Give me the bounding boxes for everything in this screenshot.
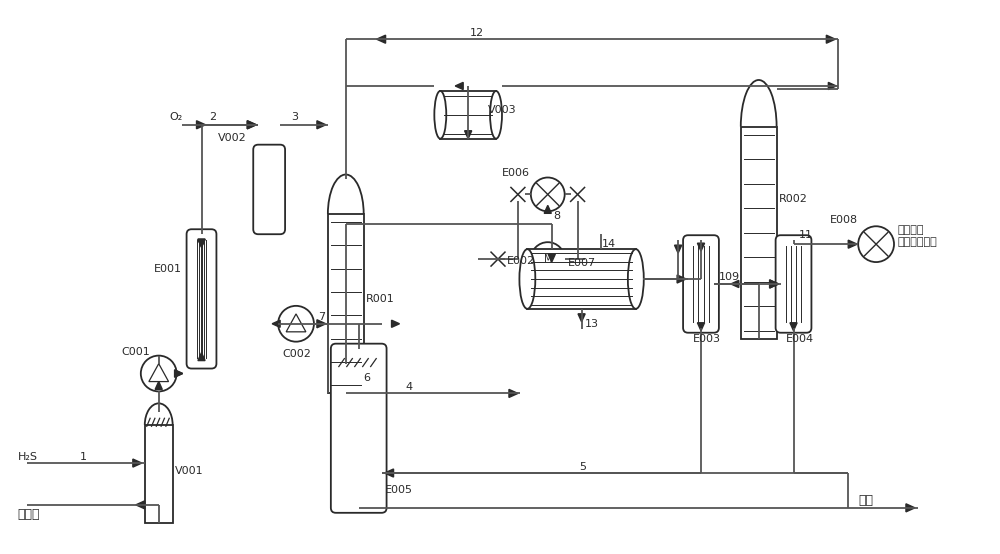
Text: E007: E007	[568, 258, 596, 268]
Text: R002: R002	[779, 194, 807, 204]
Text: 10: 10	[719, 272, 733, 282]
Ellipse shape	[519, 249, 535, 309]
Polygon shape	[697, 323, 705, 331]
Polygon shape	[675, 245, 682, 253]
Polygon shape	[175, 370, 183, 377]
Text: 3: 3	[291, 112, 298, 122]
Text: E002: E002	[507, 256, 535, 266]
Polygon shape	[455, 83, 463, 90]
Text: 7: 7	[318, 312, 325, 322]
FancyBboxPatch shape	[253, 145, 285, 234]
Polygon shape	[198, 239, 205, 247]
Polygon shape	[385, 469, 394, 477]
Ellipse shape	[628, 249, 644, 309]
Polygon shape	[377, 35, 386, 43]
Polygon shape	[272, 320, 280, 327]
Text: 5: 5	[580, 462, 587, 472]
Polygon shape	[136, 501, 145, 509]
Polygon shape	[578, 314, 585, 322]
Polygon shape	[198, 352, 205, 361]
Text: H₂S: H₂S	[17, 452, 37, 462]
Polygon shape	[548, 254, 555, 262]
Polygon shape	[790, 323, 797, 331]
Text: V001: V001	[175, 466, 203, 476]
FancyBboxPatch shape	[187, 229, 216, 368]
Polygon shape	[286, 314, 306, 332]
Text: 去锅炉或
氧化催化处理: 去锅炉或 氧化催化处理	[898, 225, 938, 247]
Polygon shape	[731, 280, 739, 288]
Text: 14: 14	[601, 239, 616, 249]
Text: 回净化: 回净化	[17, 509, 40, 521]
FancyBboxPatch shape	[776, 235, 811, 333]
Text: 2: 2	[209, 112, 217, 122]
Polygon shape	[826, 35, 835, 43]
Polygon shape	[544, 206, 551, 213]
Text: V003: V003	[488, 105, 517, 115]
Polygon shape	[197, 121, 205, 129]
Polygon shape	[247, 121, 256, 129]
Polygon shape	[848, 240, 857, 248]
Ellipse shape	[434, 91, 446, 138]
Polygon shape	[770, 280, 779, 288]
Text: E003: E003	[693, 334, 721, 343]
Text: E001: E001	[154, 264, 182, 274]
Polygon shape	[770, 280, 779, 288]
Polygon shape	[133, 459, 142, 467]
Circle shape	[141, 356, 177, 392]
Polygon shape	[247, 121, 256, 129]
FancyBboxPatch shape	[683, 235, 719, 333]
Polygon shape	[317, 320, 326, 328]
Polygon shape	[509, 389, 518, 397]
Circle shape	[278, 306, 314, 342]
FancyBboxPatch shape	[331, 343, 387, 513]
Text: 12: 12	[470, 28, 484, 38]
Text: 硫池: 硫池	[858, 494, 873, 507]
Text: 11: 11	[798, 230, 812, 240]
Circle shape	[858, 226, 894, 262]
Bar	[328, 214, 364, 393]
Circle shape	[531, 242, 565, 276]
Polygon shape	[697, 243, 705, 251]
Polygon shape	[149, 363, 169, 382]
Polygon shape	[677, 275, 686, 283]
Polygon shape	[155, 382, 162, 389]
Polygon shape	[392, 320, 400, 327]
Text: 1: 1	[80, 452, 87, 462]
Bar	[440, 91, 496, 138]
Text: O₂: O₂	[170, 112, 183, 122]
Bar	[527, 249, 636, 309]
Text: 4: 4	[405, 382, 413, 392]
Text: V002: V002	[217, 133, 246, 143]
Text: E008: E008	[830, 216, 858, 225]
Text: E004: E004	[786, 334, 814, 343]
Text: C001: C001	[121, 347, 150, 357]
Text: R001: R001	[366, 294, 394, 304]
Polygon shape	[465, 131, 472, 138]
Bar	[145, 425, 173, 523]
Text: 6: 6	[364, 373, 371, 383]
Text: M: M	[544, 254, 552, 264]
Polygon shape	[828, 83, 836, 90]
Polygon shape	[317, 121, 326, 129]
Text: 9: 9	[731, 272, 738, 282]
Text: C002: C002	[282, 348, 311, 358]
Polygon shape	[906, 504, 915, 512]
Text: E005: E005	[385, 485, 413, 495]
Bar	[741, 126, 777, 338]
Text: E006: E006	[502, 167, 530, 177]
Polygon shape	[175, 370, 183, 377]
Text: 13: 13	[585, 319, 599, 329]
Circle shape	[531, 177, 565, 211]
Text: 8: 8	[554, 211, 561, 221]
Polygon shape	[198, 239, 205, 247]
Ellipse shape	[490, 91, 502, 138]
